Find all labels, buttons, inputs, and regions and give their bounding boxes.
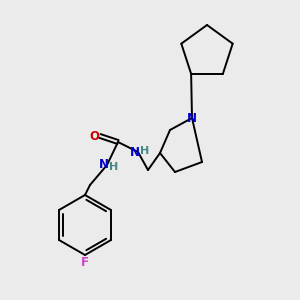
Text: F: F xyxy=(81,256,89,269)
Text: H: H xyxy=(140,146,150,156)
Text: O: O xyxy=(89,130,99,142)
Text: N: N xyxy=(99,158,109,172)
Text: H: H xyxy=(110,162,118,172)
Text: N: N xyxy=(130,146,140,158)
Text: N: N xyxy=(187,112,197,124)
